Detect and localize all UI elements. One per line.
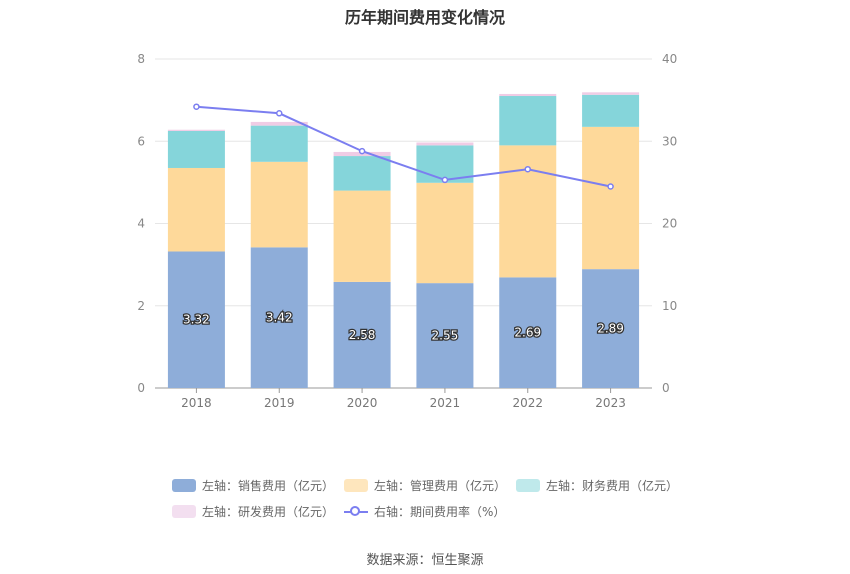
bar-segment bbox=[167, 129, 225, 131]
x-tick-label: 2023 bbox=[595, 396, 626, 410]
x-tick-label: 2021 bbox=[430, 396, 461, 410]
bar-data-label: 2.58 bbox=[349, 328, 376, 342]
expense-rate-point bbox=[441, 176, 449, 184]
bar-segment bbox=[416, 142, 474, 146]
legend-swatch-finance bbox=[516, 478, 540, 492]
bar-segment bbox=[250, 121, 308, 126]
legend-label-rnd: 左轴：研发费用（亿元） bbox=[202, 504, 335, 519]
legend-item-finance[interactable]: 左轴：财务费用（亿元） bbox=[516, 477, 688, 494]
legend-item-rnd[interactable]: 左轴：研发费用（亿元） bbox=[172, 503, 344, 520]
bar-segment bbox=[499, 96, 557, 146]
bar-segment bbox=[250, 247, 308, 388]
y-left-tick-label: 0 bbox=[137, 381, 145, 395]
bar-segment bbox=[333, 190, 391, 282]
bar-data-label: 2.89 bbox=[597, 322, 624, 336]
y-right-tick-label: 30 bbox=[662, 134, 677, 148]
bar-segment bbox=[167, 167, 225, 252]
bar-segment bbox=[582, 94, 640, 127]
bar-segment bbox=[333, 281, 391, 388]
expense-rate-point bbox=[524, 165, 531, 173]
expense-rate-point bbox=[607, 183, 614, 190]
bar-segment bbox=[416, 182, 474, 284]
x-tick-label: 2022 bbox=[512, 396, 543, 410]
bar-data-label: 2.69 bbox=[514, 326, 541, 340]
legend-swatch-admin bbox=[344, 478, 368, 492]
y-right-tick-label: 10 bbox=[662, 299, 677, 313]
legend-item-sales[interactable]: 左轴：销售费用（亿元） bbox=[172, 477, 344, 494]
y-right-tick-label: 40 bbox=[662, 52, 677, 66]
legend-swatch-rnd bbox=[172, 504, 196, 518]
y-right-tick-label: 0 bbox=[662, 381, 670, 395]
x-tick-label: 2019 bbox=[264, 396, 295, 410]
y-left-tick-label: 8 bbox=[137, 52, 145, 66]
bar-segment bbox=[499, 145, 557, 278]
legend-label-admin: 左轴：管理费用（亿元） bbox=[374, 478, 507, 493]
bar-data-label: 2.55 bbox=[432, 329, 459, 343]
bar-segment bbox=[582, 92, 640, 95]
bar-segment bbox=[499, 277, 557, 388]
expense-rate-line bbox=[196, 105, 611, 188]
y-left-tick-label: 2 bbox=[137, 299, 145, 313]
y-left-tick-label: 4 bbox=[137, 217, 145, 231]
legend: 左轴：销售费用（亿元） 左轴：管理费用（亿元） 左轴：财务费用（亿元） 左轴：研… bbox=[172, 472, 692, 524]
expense-rate-point bbox=[358, 147, 366, 155]
expense-rate-point bbox=[193, 103, 200, 110]
source-note: 数据来源：恒生聚源 bbox=[366, 553, 484, 568]
legend-item-admin[interactable]: 左轴：管理费用（亿元） bbox=[344, 477, 516, 494]
legend-item-expense-rate[interactable]: 右轴：期间费用率（%） bbox=[344, 503, 516, 520]
bar-segment bbox=[416, 283, 474, 388]
bar-segment bbox=[499, 93, 557, 97]
y-left-tick-label: 6 bbox=[137, 134, 145, 148]
bar-segment bbox=[167, 251, 225, 388]
bar-segment bbox=[582, 269, 640, 388]
bar-segment bbox=[250, 125, 308, 162]
y-right-tick-label: 20 bbox=[662, 217, 677, 231]
legend-label-finance: 左轴：财务费用（亿元） bbox=[546, 478, 679, 493]
bar-segment bbox=[250, 161, 308, 248]
x-tick-label: 2020 bbox=[347, 396, 378, 410]
bar-data-label: 3.32 bbox=[183, 313, 210, 327]
bar-segment bbox=[333, 156, 391, 191]
expense-rate-point bbox=[276, 110, 283, 117]
legend-swatch-expense-rate bbox=[344, 505, 368, 518]
legend-swatch-sales bbox=[172, 478, 196, 492]
legend-label-expense-rate: 右轴：期间费用率（%） bbox=[374, 504, 506, 519]
bar-data-label: 3.42 bbox=[266, 311, 293, 325]
legend-label-sales: 左轴：销售费用（亿元） bbox=[202, 478, 335, 493]
bar-segment bbox=[582, 126, 640, 270]
chart-title: 历年期间费用变化情况 bbox=[344, 8, 505, 27]
x-tick-label: 2018 bbox=[181, 396, 212, 410]
bar-segment bbox=[167, 130, 225, 168]
